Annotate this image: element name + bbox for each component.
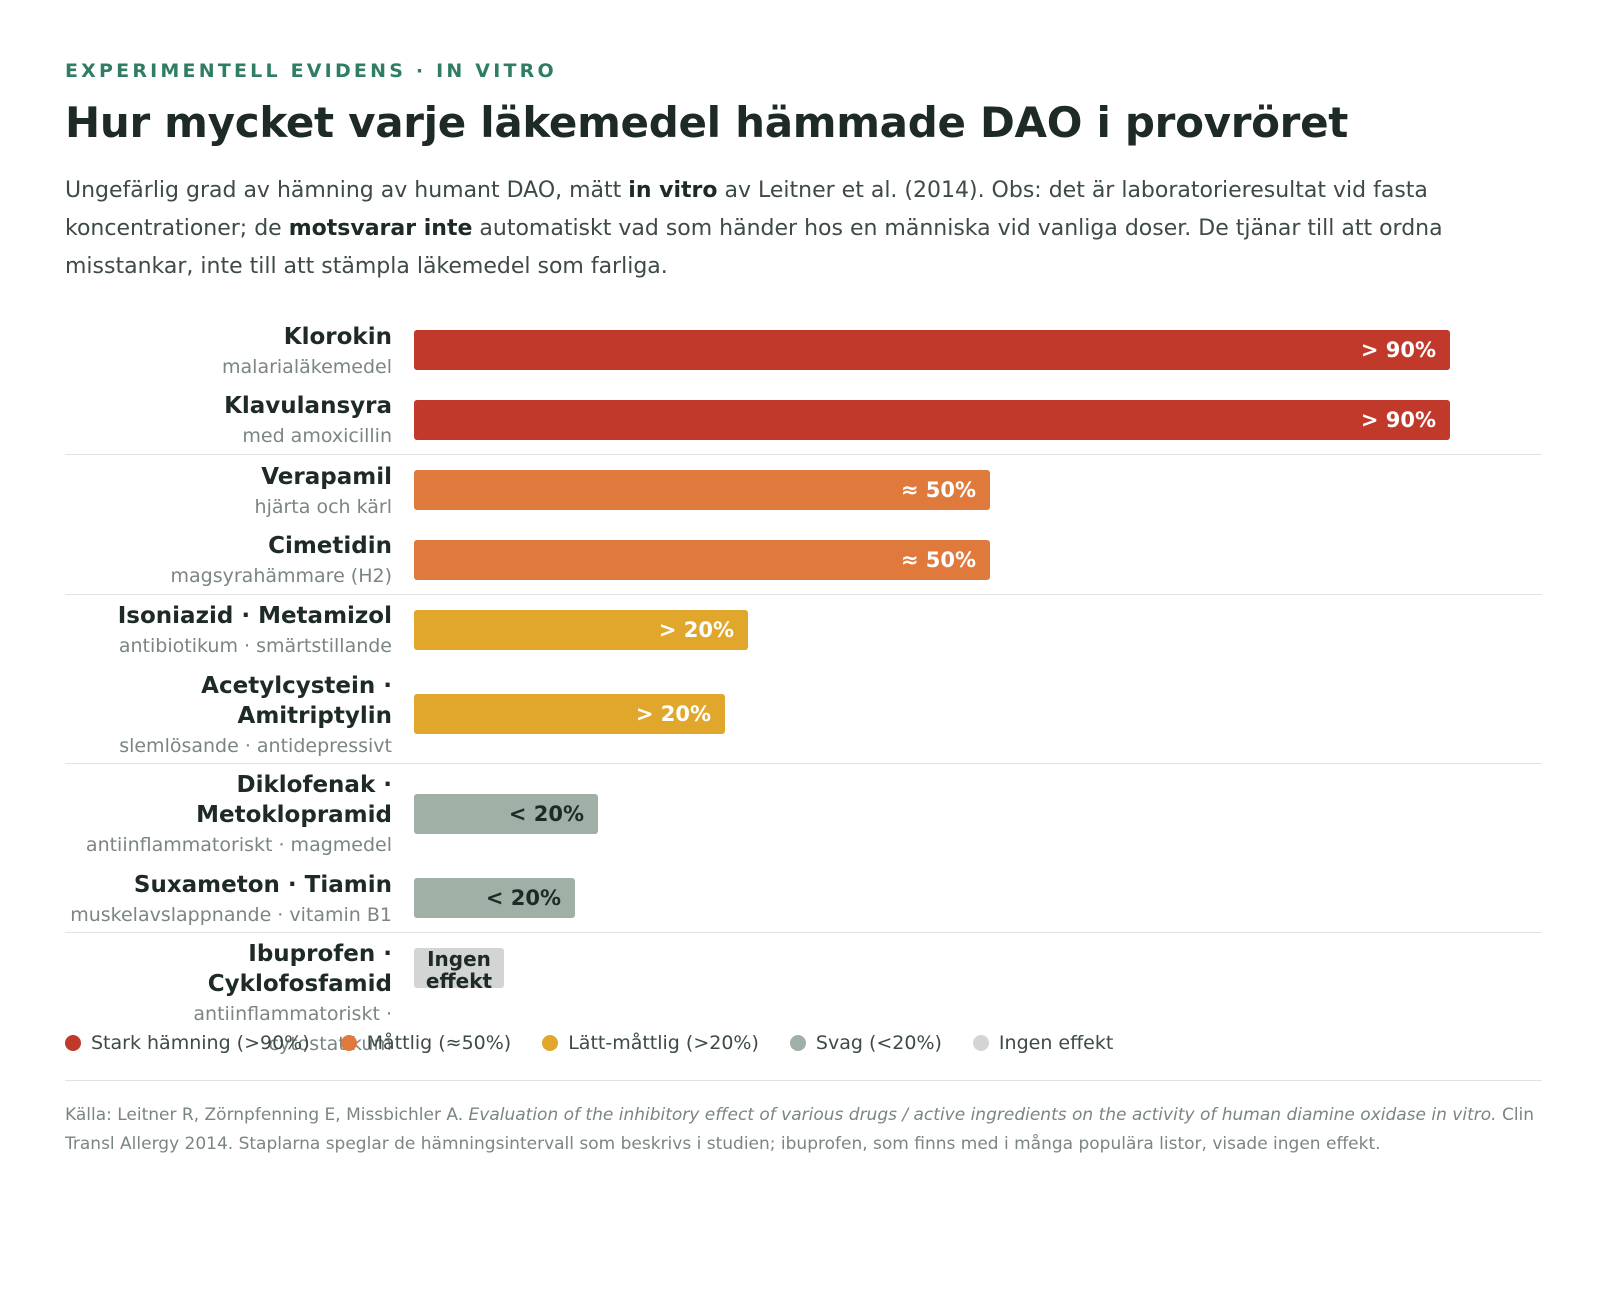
drug-category: muskelavslappnande · vitamin B1	[70, 904, 392, 926]
bar: < 20%	[414, 794, 598, 834]
drug-category: slemlösande · antidepressivt	[119, 735, 392, 757]
bar-value-label: ≈ 50%	[900, 548, 976, 572]
legend-label: Måttlig (≈50%)	[366, 1032, 512, 1054]
bar-label: Ibuprofen · Cyklofosfamid antiinflammator…	[65, 939, 392, 1059]
page-title: Hur mycket varje läkemedel hämmade DAO i…	[65, 98, 1349, 147]
drug-name: Acetylcystein · Amitriptylin	[201, 673, 392, 729]
kicker: EXPERIMENTELL EVIDENS · IN VITRO	[65, 60, 557, 82]
legend-item: Stark hämning (>90%)	[65, 1032, 310, 1054]
legend-item: Lätt-måttlig (>20%)	[542, 1032, 759, 1054]
legend-label: Ingen effekt	[998, 1032, 1114, 1054]
legend-item: Ingen effekt	[972, 1032, 1114, 1054]
bar-label: Diklofenak · Metoklopramid antiinflammato…	[65, 770, 392, 860]
drug-category: antibiotikum · smärtstillande	[118, 635, 392, 657]
group-divider	[65, 594, 1542, 595]
drug-category: antiinflammatoriskt · cytostatikum	[193, 1003, 392, 1055]
drug-category: antiinflammatoriskt · magmedel	[85, 834, 392, 856]
drug-category: med amoxicillin	[242, 425, 392, 447]
bar: > 20%	[414, 694, 725, 734]
bar-label: Klavulansyra med amoxicillin	[65, 391, 392, 451]
drug-name: Ibuprofen · Cyklofosfamid	[207, 941, 392, 997]
bar-label: Acetylcystein · Amitriptylin slemlösande …	[65, 671, 392, 761]
bar: ≈ 50%	[414, 470, 990, 510]
intro-bold: motsvarar inte	[288, 216, 473, 241]
drug-name: Isoniazid · Metamizol	[117, 603, 392, 629]
group-divider	[65, 763, 1542, 764]
intro-part: automatiskt vad som händer hos en männis…	[65, 216, 1443, 279]
drug-name: Diklofenak · Metoklopramid	[196, 772, 392, 828]
drug-category: hjärta och kärl	[254, 496, 392, 518]
drug-name: Cimetidin	[268, 533, 392, 559]
legend-dot-icon	[972, 1035, 989, 1051]
drug-name: Suxameton · Tiamin	[133, 872, 392, 898]
drug-category: magsyrahämmare (H2)	[170, 565, 392, 587]
intro-part: av Leitner et al. (2014). Obs: det är la…	[65, 178, 1428, 241]
legend-label: Svag (<20%)	[815, 1032, 942, 1054]
bar-value-label: > 20%	[635, 702, 711, 726]
intro-bold: in vitro	[628, 178, 718, 203]
source-title: Evaluation of the inhibitory effect of v…	[468, 1105, 1497, 1125]
drug-category: malarialäkemedel	[222, 356, 392, 378]
drug-name: Verapamil	[261, 464, 392, 490]
legend-dot-icon	[789, 1035, 806, 1051]
group-divider	[65, 932, 1542, 933]
bar-value-label: ≈ 50%	[900, 478, 976, 502]
bar-label: Verapamil hjärta och kärl	[65, 462, 392, 522]
bar-value-label: > 20%	[658, 618, 734, 642]
bar: ≈ 50%	[414, 540, 990, 580]
legend-item: Svag (<20%)	[789, 1032, 942, 1054]
source-part: Källa: Leitner R, Zörnpfenning E, Missbi…	[65, 1105, 469, 1125]
bar-value-label: > 90%	[1360, 338, 1436, 362]
bar: > 20%	[414, 610, 748, 650]
footer-divider	[65, 1080, 1542, 1081]
bar-label: Suxameton · Tiamin muskelavslappnande · v…	[65, 870, 392, 930]
bar: > 90%	[414, 330, 1450, 370]
group-divider	[65, 454, 1542, 455]
drug-name: Klavulansyra	[224, 393, 392, 419]
chart-legend: Stark hämning (>90%) Måttlig (≈50%) Lätt-m…	[65, 1030, 1144, 1056]
bar-value-label: > 90%	[1360, 408, 1436, 432]
bar-label: Isoniazid · Metamizol antibiotikum · smär…	[65, 601, 392, 661]
bar-value-label: < 20%	[508, 802, 584, 826]
bar-chart: Klorokin malarialäkemedel > 90% Klavulansyr…	[65, 0, 1542, 1298]
source-note: Källa: Leitner R, Zörnpfenning E, Missbi…	[65, 1101, 1535, 1159]
drug-name: Klorokin	[283, 324, 392, 350]
bar-label: Cimetidin magsyrahämmare (H2)	[65, 531, 392, 591]
bar: > 90%	[414, 400, 1450, 440]
source-part: Clin Transl Allergy 2014. Staplarna speg…	[65, 1105, 1535, 1154]
legend-label: Lätt-måttlig (>20%)	[568, 1032, 759, 1054]
legend-dot-icon	[340, 1035, 357, 1051]
legend-dot-icon	[65, 1035, 81, 1051]
legend-item: Måttlig (≈50%)	[340, 1032, 512, 1054]
bar-label: Klorokin malarialäkemedel	[65, 322, 392, 382]
legend-label: Stark hämning (>90%)	[91, 1032, 310, 1054]
bar-value-label: Ingen effekt	[425, 947, 493, 993]
intro-part: Ungefärlig grad av hämning av humant DAO…	[65, 178, 629, 203]
intro-text: Ungefärlig grad av hämning av humant DAO…	[65, 172, 1525, 286]
legend-dot-icon	[542, 1035, 559, 1051]
bar: < 20%	[414, 878, 575, 918]
bar-value-label: < 20%	[485, 886, 561, 910]
bar: Ingen effekt	[414, 948, 504, 992]
